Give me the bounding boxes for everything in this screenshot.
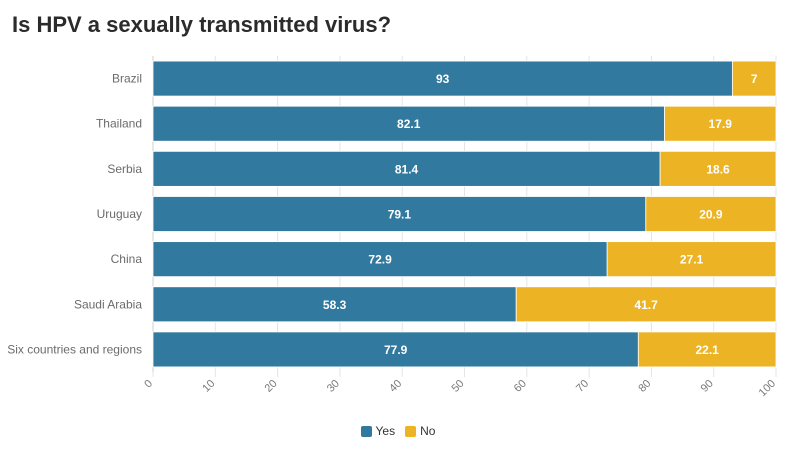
data-label: 81.4 — [395, 162, 419, 176]
bar-no[interactable] — [664, 105, 777, 142]
x-tick-labels: 0 10 20 30 40 50 60 70 80 90 100 — [142, 378, 778, 399]
data-label: 22.1 — [695, 343, 719, 357]
data-label: 72.9 — [368, 253, 392, 267]
x-tick-label: 20 — [263, 378, 280, 395]
category-label: Brazil — [112, 72, 142, 86]
chart-title: Is HPV a sexually transmitted virus? — [12, 12, 392, 37]
bar-yes[interactable] — [152, 286, 517, 323]
bar-no[interactable] — [645, 196, 777, 232]
bar-yes[interactable] — [152, 241, 608, 278]
x-tick-label: 100 — [757, 378, 778, 399]
bar-yes[interactable] — [152, 196, 647, 232]
bar-no[interactable] — [515, 286, 777, 323]
x-tick-label: 50 — [449, 378, 466, 395]
x-tick-label: 80 — [636, 378, 653, 395]
data-label: 27.1 — [680, 253, 704, 267]
bar-yes[interactable] — [152, 105, 665, 142]
category-label: Uruguay — [97, 207, 142, 221]
bar-yes[interactable] — [152, 60, 733, 97]
x-tick-label: 0 — [142, 378, 155, 391]
stacked-bar-chart: 93 7 82.1 17.9 81.4 18.6 79.1 20.9 72.9 27.1 58.3 4… — [7, 56, 778, 399]
data-label: 18.6 — [706, 162, 730, 176]
category-label: Saudi Arabia — [74, 297, 142, 311]
data-label: 41.7 — [634, 298, 658, 312]
x-tick-label: 40 — [387, 378, 404, 395]
x-tick-label: 10 — [200, 378, 217, 395]
bar-no[interactable] — [659, 150, 777, 187]
legend-swatch — [405, 425, 417, 437]
legend-item-no[interactable]: No — [405, 424, 435, 438]
bar-yes[interactable] — [152, 331, 639, 368]
category-label: China — [111, 252, 143, 266]
bars: 93 7 82.1 17.9 81.4 18.6 79.1 20.9 72.9 27.1 58.3 4… — [152, 60, 777, 368]
category-labels: Brazil Thailand Serbia Uruguay China Saudi Ar… — [7, 72, 142, 357]
bar-no[interactable] — [637, 331, 777, 368]
x-tick-label: 30 — [325, 378, 342, 395]
category-label: Six countries and regions — [7, 342, 142, 356]
legend-swatch — [360, 425, 372, 437]
x-tick-label: 90 — [699, 378, 716, 395]
data-label: 17.9 — [709, 117, 733, 131]
bar-yes[interactable] — [152, 150, 661, 187]
legend: Yes No — [0, 424, 796, 438]
legend-label: No — [420, 424, 436, 438]
category-label: Thailand — [96, 117, 142, 131]
category-label: Serbia — [107, 162, 142, 176]
bar-no[interactable] — [731, 60, 777, 97]
x-tick-label: 70 — [574, 378, 591, 395]
data-label: 77.9 — [384, 343, 408, 357]
data-label: 20.9 — [699, 208, 723, 222]
legend-item-yes[interactable]: Yes — [360, 424, 396, 438]
legend-label: Yes — [375, 424, 396, 438]
data-label: 79.1 — [388, 208, 412, 222]
bar-no[interactable] — [606, 241, 777, 278]
data-label: 93 — [436, 72, 450, 86]
data-label: 58.3 — [323, 298, 347, 312]
data-label: 82.1 — [397, 117, 421, 131]
data-label: 7 — [751, 72, 758, 86]
x-tick-label: 60 — [512, 378, 529, 395]
